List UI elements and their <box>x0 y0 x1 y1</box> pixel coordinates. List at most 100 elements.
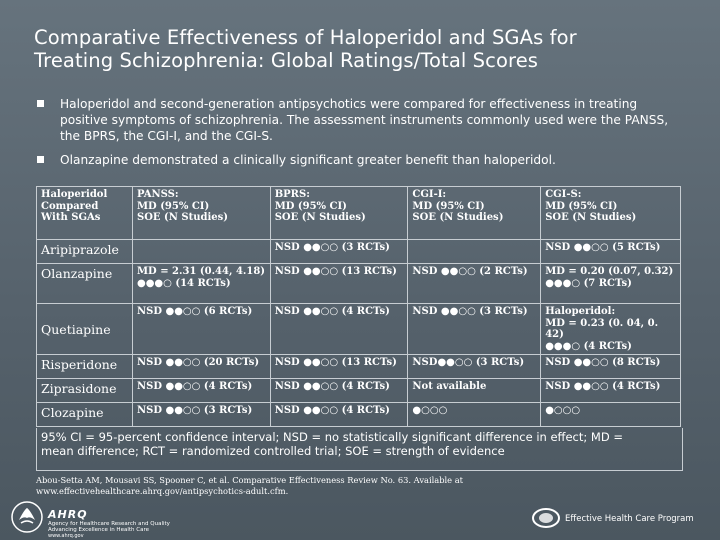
table-cell: ●○○○ <box>540 402 681 427</box>
table-cell: NSD ●●○○ (3 RCTs) <box>407 303 542 355</box>
bullet-list: Haloperidol and second-generation antips… <box>36 96 696 176</box>
header-cell: BPRS: MD (95% CI) SOE (N Studies) <box>269 186 409 240</box>
table-row: Quetiapine NSD ●●○○ (6 RCTs) NSD ●●○○ (4 R… <box>36 303 681 355</box>
cell-line: NSD ●●○○ (13 RCTs) <box>274 357 397 368</box>
cell-line: Haloperidol: <box>545 306 616 317</box>
table-cell <box>407 239 542 264</box>
cell-line: NSD ●●○○ (20 RCTs) <box>136 357 260 368</box>
table-row: Aripiprazole NSD ●●○○ (3 RCTs) NSD ●●○○ (5… <box>36 239 681 264</box>
table-row: Ziprasidone NSD ●●○○ (4 RCTs) NSD ●●○○ (4 … <box>36 378 681 403</box>
header-cell: CGI-I: MD (95% CI) SOE (N Studies) <box>407 186 542 240</box>
footnote-line-2: mean difference; RCT = randomized contro… <box>41 444 505 458</box>
header-cell-line: SOE (N Studies) <box>274 212 366 223</box>
ahrq-agency: Agency for Healthcare Research and Quali… <box>48 521 170 527</box>
title-line-2: Treating Schizophrenia: Global Ratings/T… <box>34 49 539 72</box>
cell-line: NSD ●●○○ (3 RCTs) <box>274 242 390 253</box>
cell-line: NSD ●●○○ (4 RCTs) <box>136 381 253 392</box>
title-line-1: Comparative Effectiveness of Haloperidol… <box>34 26 577 49</box>
header-cell-line: SOE (N Studies) <box>412 212 504 223</box>
bullet-2: Olanzapine demonstrated a clinically sig… <box>36 152 696 168</box>
header-cell-line: PANSS: <box>136 189 179 200</box>
bullet-1-line-3: the BPRS, the CGI-I, and the CGI-S. <box>60 129 273 143</box>
table-cell: NSD ●●○○ (3 RCTs) <box>131 402 271 427</box>
table-row: Olanzapine MD = 2.31 (0.44, 4.18) ●●●○ (14… <box>36 263 681 304</box>
table-cell: NSD ●●○○ (4 RCTs) <box>269 378 409 403</box>
header-cell-line: MD (95% CI) <box>274 200 347 212</box>
bullet-1-line-1: Haloperidol and second-generation antips… <box>60 97 638 111</box>
header-cell-line: Compared <box>41 200 99 212</box>
header-cell-line: CGI-S: <box>545 189 582 200</box>
header-cell-line: SOE (N Studies) <box>545 212 637 223</box>
cell-line: MD = 0.20 (0.07, 0.32) <box>545 266 674 277</box>
cell-line: ●●●○ (7 RCTs) <box>545 277 632 289</box>
effective-health-care-label: Effective Health Care Program <box>565 514 694 524</box>
table-cell: ●○○○ <box>407 402 542 427</box>
comparison-table: Haloperidol Compared With SGAs PANSS: MD (95… <box>36 186 681 427</box>
table-cell: NSD ●●○○ (3 RCTs) <box>269 239 409 264</box>
table-cell: NSD ●●○○ (4 RCTs) <box>131 378 271 403</box>
table-cell: NSD ●●○○ (8 RCTs) <box>540 354 681 379</box>
header-cell: CGI-S: MD (95% CI) SOE (N Studies) <box>540 186 681 240</box>
bullet-square-icon <box>37 100 44 107</box>
table-cell: NSD ●●○○ (13 RCTs) <box>269 354 409 379</box>
row-drug-name: Risperidone <box>36 354 133 379</box>
cell-line: NSD ●●○○ (6 RCTs) <box>136 306 253 317</box>
ahrq-tagline: Advancing Excellence in Health Care <box>48 527 149 533</box>
cell-line: NSD ●●○○ (4 RCTs) <box>545 381 661 392</box>
footnote-line-1: 95% CI = 95-percent confidence interval;… <box>41 430 623 444</box>
bullet-square-icon <box>37 156 44 163</box>
bullet-2-line-1: Olanzapine demonstrated a clinically sig… <box>60 153 556 167</box>
bullet-1-line-2: positive symptoms of schizophrenia. The … <box>60 113 669 127</box>
table-cell: MD = 2.31 (0.44, 4.18) ●●●○ (14 RCTs) <box>131 263 271 304</box>
row-drug-name: Olanzapine <box>36 263 133 304</box>
table-row: Clozapine NSD ●●○○ (3 RCTs) NSD ●●○○ (4 RC… <box>36 402 681 427</box>
table-cell: NSD ●●○○ (2 RCTs) <box>407 263 542 304</box>
cell-line: NSD ●●○○ (13 RCTs) <box>274 266 397 277</box>
table-cell: NSD ●●○○ (20 RCTs) <box>131 354 271 379</box>
cell-line: NSD ●●○○ (4 RCTs) <box>274 381 390 392</box>
table-cell: Not available <box>407 378 542 403</box>
citation-line-2: www.effectivehealthcare.ahrq.gov/antipsy… <box>36 486 289 496</box>
citation-line-1: Abou-Setta AM, Mousavi SS, Spooner C, et… <box>36 475 463 485</box>
header-cell-line: MD (95% CI) <box>412 200 485 212</box>
table-cell: MD = 0.20 (0.07, 0.32) ●●●○ (7 RCTs) <box>540 263 681 304</box>
cell-line: MD = 0.23 (0. 04, 0. 42) <box>545 317 659 341</box>
table-cell: NSD ●●○○ (4 RCTs) <box>269 402 409 427</box>
slide-title: Comparative Effectiveness of Haloperidol… <box>34 26 694 72</box>
table-header-row: Haloperidol Compared With SGAs PANSS: MD (95… <box>36 186 681 240</box>
row-drug-name: Ziprasidone <box>36 378 133 403</box>
table-row: Risperidone NSD ●●○○ (20 RCTs) NSD ●●○○ (1… <box>36 354 681 379</box>
cell-line: ●○○○ <box>412 405 448 416</box>
header-cell-line: MD (95% CI) <box>545 200 618 212</box>
citation: Abou-Setta AM, Mousavi SS, Spooner C, et… <box>36 475 556 497</box>
header-cell-line: SOE (N Studies) <box>136 212 228 223</box>
header-cell-line: With SGAs <box>41 212 101 223</box>
header-cell: Haloperidol Compared With SGAs <box>36 186 133 240</box>
cell-line: NSD ●●○○ (3 RCTs) <box>136 405 253 416</box>
table-cell: NSD●●○○ (3 RCTs) <box>407 354 542 379</box>
cell-line: MD = 2.31 (0.44, 4.18) <box>136 266 266 277</box>
table-cell: NSD ●●○○ (6 RCTs) <box>131 303 271 355</box>
ahrq-name: AHRQ <box>48 508 88 521</box>
cell-line: ●●●○ (14 RCTs) <box>136 277 231 289</box>
cell-line: NSD ●●○○ (3 RCTs) <box>412 306 528 317</box>
header-cell-line: Haloperidol <box>41 189 108 200</box>
cell-line: NSD ●●○○ (2 RCTs) <box>412 266 528 277</box>
cell-line: ●○○○ <box>545 405 581 416</box>
row-drug-name: Aripiprazole <box>36 239 133 264</box>
table-cell: NSD ●●○○ (4 RCTs) <box>540 378 681 403</box>
ahrq-logo: AHRQ Agency for Healthcare Research and … <box>48 508 170 539</box>
cell-line: ●●●○ (4 RCTs) <box>545 340 632 352</box>
row-drug-name: Quetiapine <box>36 303 133 355</box>
table-cell: NSD ●●○○ (13 RCTs) <box>269 263 409 304</box>
cell-line: NSD●●○○ (3 RCTs) <box>412 357 525 368</box>
cell-line: Not available <box>412 381 487 392</box>
effective-health-care-swirl-icon <box>532 508 560 528</box>
row-drug-name: Clozapine <box>36 402 133 427</box>
table-cell: NSD ●●○○ (5 RCTs) <box>540 239 681 264</box>
bullet-1: Haloperidol and second-generation antips… <box>36 96 696 144</box>
table-footnote: 95% CI = 95-percent confidence interval;… <box>36 428 683 471</box>
cell-line: NSD ●●○○ (4 RCTs) <box>274 405 390 416</box>
header-cell-line: CGI-I: <box>412 189 447 200</box>
header-cell: PANSS: MD (95% CI) SOE (N Studies) <box>131 186 271 240</box>
